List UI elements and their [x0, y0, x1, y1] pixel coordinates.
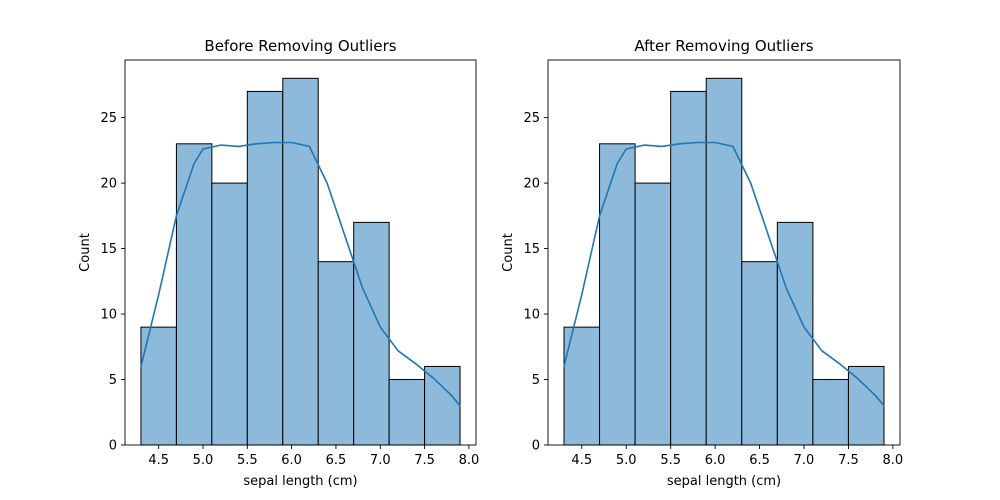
- x-axis-label: sepal length (cm): [667, 474, 781, 489]
- histogram-bar: [317, 261, 355, 446]
- histogram-bar: [776, 221, 814, 446]
- y-tick-label: 15: [100, 242, 117, 257]
- axes-frame: [124, 59, 477, 446]
- x-tick-label: 8.0: [459, 453, 480, 468]
- y-tick-label: 20: [100, 177, 117, 192]
- y-tick-label: 0: [532, 439, 540, 454]
- x-tick-label: 7.5: [414, 453, 435, 468]
- x-tick-label: 6.0: [705, 453, 726, 468]
- x-tick-label: 6.0: [281, 453, 302, 468]
- histogram-bar: [705, 77, 743, 446]
- y-tick-label: 10: [100, 308, 117, 323]
- y-tick-label: 0: [109, 439, 117, 454]
- histogram-bar: [282, 77, 319, 446]
- histogram-bar: [211, 182, 248, 446]
- x-tick-label: 7.5: [838, 453, 859, 468]
- chart-title: After Removing Outliers: [634, 37, 813, 55]
- y-tick-label: 25: [523, 111, 540, 126]
- histogram-bar: [634, 182, 672, 446]
- x-tick-label: 6.5: [749, 453, 770, 468]
- kde-line: [563, 141, 885, 407]
- axes-frame: [547, 59, 901, 446]
- x-tick-label: 7.0: [370, 453, 391, 468]
- histogram-bar: [812, 379, 849, 446]
- x-axis-label: sepal length (cm): [243, 474, 357, 489]
- x-tick-label: 5.5: [660, 453, 681, 468]
- x-tick-label: 7.0: [794, 453, 815, 468]
- y-tick-label: 15: [523, 242, 540, 257]
- histogram-bar: [847, 365, 885, 446]
- y-axis-label: Count: [78, 233, 93, 272]
- histogram-bar: [599, 143, 636, 446]
- y-tick-label: 5: [109, 373, 117, 388]
- y-tick-label: 25: [100, 111, 117, 126]
- histogram-bar: [424, 365, 461, 446]
- kde-line: [140, 141, 461, 407]
- chart-title: Before Removing Outliers: [204, 37, 396, 55]
- x-tick-label: 6.5: [326, 453, 347, 468]
- x-tick-label: 5.0: [616, 453, 637, 468]
- y-tick-label: 20: [523, 177, 540, 192]
- histogram-bar: [353, 221, 390, 446]
- histogram-bar: [741, 261, 778, 446]
- subplot-after: 4.5 5.0 5.5 6.0 6.5 7.0 7.5 8.0 0 5 10 15 20 25 After …: [501, 37, 903, 489]
- x-tick-label: 5.5: [237, 453, 258, 468]
- x-tick-label: 4.5: [571, 453, 592, 468]
- histogram-bar: [175, 143, 213, 446]
- x-tick-label: 5.0: [193, 453, 214, 468]
- x-tick-label: 4.5: [148, 453, 169, 468]
- subplot-before: 4.5 5.0 5.5 6.0 6.5 7.0 7.5 8.0 0 5 10 15 20 25 Before…: [78, 37, 479, 489]
- y-tick-label: 10: [523, 308, 540, 323]
- x-tick-label: 8.0: [883, 453, 904, 468]
- y-tick-label: 5: [532, 373, 540, 388]
- histogram-bar: [388, 379, 426, 446]
- histogram-bar: [140, 326, 177, 446]
- y-axis-label: Count: [501, 233, 516, 272]
